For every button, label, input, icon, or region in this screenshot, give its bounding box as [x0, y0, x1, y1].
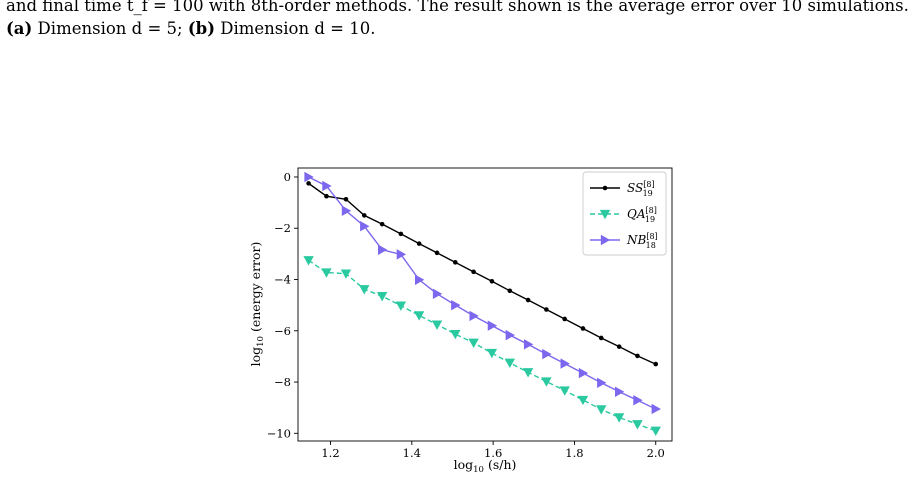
data-point: [416, 241, 422, 246]
data-point: [632, 420, 643, 430]
caption-text-a: Dimension d = 5;: [32, 19, 188, 38]
data-point: [398, 231, 404, 237]
series-line: [308, 182, 657, 365]
data-point: [343, 196, 349, 202]
plot-frame: [297, 167, 673, 442]
data-point: [468, 338, 479, 349]
series-line: [308, 259, 656, 432]
data-point: [522, 368, 534, 378]
data-point: [523, 339, 534, 350]
data-point: [578, 367, 589, 379]
data-point: [560, 358, 570, 369]
data-point: [600, 234, 611, 246]
legend-label: SS[8] 19: [627, 180, 655, 198]
data-point: [306, 181, 311, 186]
y-tick-label: 0: [284, 170, 291, 184]
data-point: [580, 326, 586, 331]
caption-label-b: (b): [187, 19, 215, 38]
y-tick-label: −4: [274, 273, 291, 287]
data-point: [304, 171, 314, 183]
data-point: [321, 268, 332, 278]
data-point: [504, 358, 515, 369]
data-point: [376, 292, 388, 302]
x-tick-label: 1.8: [565, 446, 583, 460]
caption-line-1: and final time t_f = 100 with 8th-order …: [6, 0, 909, 15]
data-point: [635, 353, 640, 359]
data-point: [562, 316, 567, 322]
x-tick-label: 1.4: [403, 446, 421, 460]
energy-error-chart: 1.2 1.4 1.6 1.8 2.0 0 −2 −4 −6 −8 −10 log10 (energ…: [248, 167, 673, 475]
data-point: [486, 348, 498, 359]
data-point: [525, 297, 531, 303]
x-tick-label: 1.2: [321, 446, 339, 460]
data-point: [359, 285, 370, 295]
data-point: [613, 413, 625, 423]
caption-line-2: (a) Dimension d = 5; (b) Dimension d = 1…: [6, 17, 912, 40]
legend-label: QA[8] 19: [627, 206, 657, 224]
data-point: [559, 386, 570, 396]
data-point: [414, 274, 425, 285]
data-point: [450, 329, 461, 340]
data-point: [471, 269, 476, 275]
data-point: [602, 185, 608, 191]
data-point: [453, 260, 458, 265]
y-tick-label: −10: [267, 426, 291, 440]
x-axis-label: log10 (s/h): [454, 457, 517, 475]
data-point: [324, 193, 329, 199]
data-point: [505, 329, 515, 341]
data-point: [379, 221, 385, 227]
y-tick-label: −8: [274, 375, 291, 389]
data-point: [650, 426, 661, 436]
data-point: [413, 311, 425, 321]
data-point: [651, 403, 661, 415]
y-tick-label: −2: [274, 221, 291, 235]
data-point: [599, 209, 611, 220]
data-point: [469, 310, 479, 322]
data-point: [507, 288, 513, 294]
data-point: [431, 320, 443, 330]
data-point: [434, 250, 440, 256]
data-point: [303, 256, 314, 266]
caption-label-a: (a): [6, 19, 33, 38]
data-point: [633, 395, 643, 406]
legend: SS[8] 19 QA[8] 19 NB[8] 18: [582, 171, 667, 256]
data-point: [340, 269, 352, 279]
legend-label: NB[8] 18: [626, 232, 658, 250]
data-point: [598, 335, 604, 341]
data-point: [395, 301, 407, 311]
data-point: [396, 249, 407, 260]
x-tick-label: 1.6: [484, 446, 502, 460]
data-point: [544, 307, 549, 312]
data-point: [322, 180, 332, 192]
data-point: [541, 377, 552, 387]
data-point: [377, 244, 388, 255]
data-point: [489, 279, 495, 284]
data-point: [451, 299, 461, 311]
data-point: [542, 348, 552, 360]
y-axis-label: log10 (energy error): [248, 242, 266, 367]
data-point: [360, 220, 370, 232]
x-tick-label: 2.0: [647, 446, 665, 460]
series-layer: [303, 171, 661, 436]
data-point: [341, 205, 352, 217]
legend-box: [582, 171, 667, 256]
data-point: [361, 213, 367, 218]
data-point: [653, 361, 659, 367]
data-point: [596, 405, 607, 415]
data-point: [614, 386, 625, 397]
figure-caption: and final time t_f = 100 with 8th-order …: [6, 0, 912, 40]
y-tick-label: −6: [274, 324, 291, 338]
data-point: [616, 344, 622, 349]
data-point: [432, 288, 443, 300]
caption-text-b: Dimension d = 10.: [215, 19, 376, 38]
plot-layer: 1.2 1.4 1.6 1.8 2.0 0 −2 −4 −6 −8 −10: [267, 170, 665, 460]
data-point: [577, 395, 589, 406]
data-point: [487, 320, 498, 331]
data-point: [597, 377, 607, 389]
